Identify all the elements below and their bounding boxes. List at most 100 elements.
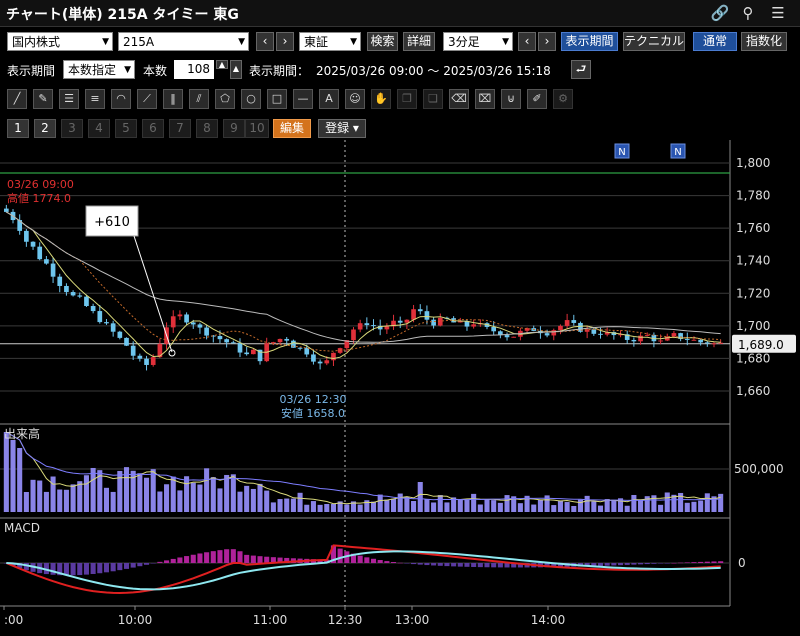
macd-histogram-bar (264, 556, 270, 563)
volume-bar (524, 495, 530, 512)
exchange-select[interactable]: 東証 ▼ (299, 32, 361, 51)
detail-button[interactable]: 詳細 (403, 32, 435, 51)
candle-body (491, 326, 497, 332)
circle-icon[interactable]: ○ (241, 89, 261, 109)
macd-histogram-bar (597, 563, 604, 566)
candle-body (137, 355, 143, 359)
volume-bar (250, 488, 256, 512)
candle-body (624, 334, 630, 340)
display-period-button[interactable]: 表示期間 (561, 32, 618, 51)
hide-drawings-icon[interactable]: ✐ (527, 89, 547, 109)
line-icon[interactable]: — (293, 89, 313, 109)
macd-histogram-bar (624, 563, 630, 565)
fan-icon[interactable]: ⟋ (137, 89, 157, 109)
macd-histogram-bar (43, 563, 49, 575)
candle-body (84, 296, 89, 307)
volume-bar (404, 496, 410, 512)
candle-body (504, 335, 510, 338)
volume-bar (471, 493, 477, 512)
grid-lines-icon[interactable]: ≡ (85, 89, 105, 109)
period-mode-select[interactable]: 本数指定 ▼ (63, 60, 135, 79)
edit-button[interactable]: 編集 (273, 119, 311, 138)
magnet-icon[interactable]: ⊍ (501, 89, 521, 109)
count-down-button[interactable]: ▲ (230, 60, 242, 79)
candle-body (297, 347, 303, 349)
volume-bar (357, 504, 363, 512)
candle-body (224, 339, 229, 343)
candle-body (177, 314, 183, 317)
volume-bar (684, 502, 690, 512)
trendline-icon[interactable]: ╱ (7, 89, 27, 109)
ruler-icon[interactable]: ✎ (33, 89, 53, 109)
news-badge-label: N (674, 147, 681, 158)
search-button[interactable]: 検索 (367, 32, 398, 51)
horizontal-lines-icon[interactable]: ☰ (59, 89, 79, 109)
candle-body (644, 334, 650, 336)
macd-label: MACD (4, 521, 40, 535)
macd-histogram-bar (237, 551, 243, 563)
vertical-lines-icon[interactable]: ‖ (163, 89, 183, 109)
macd-histogram-bar (277, 557, 283, 563)
toolbar-period: 表示期間 本数指定 ▼ 本数 108 ▲ ▲ 表示期間： 2025/03/26 0… (0, 60, 800, 80)
normal-button[interactable]: 通常 (693, 32, 737, 51)
volume-bar (511, 496, 517, 512)
rectangle-icon[interactable]: □ (267, 89, 287, 109)
candle-body (678, 333, 683, 339)
candle-body (411, 309, 416, 320)
text-icon[interactable]: A (319, 89, 339, 109)
menu-icon[interactable]: ☰ (771, 4, 785, 22)
macd-histogram-bar (644, 563, 650, 565)
ma-long-line (6, 211, 721, 343)
candle-body (698, 339, 703, 343)
count-input[interactable]: 108 (174, 60, 214, 79)
prev-code-button[interactable]: ‹ (256, 32, 274, 51)
icon-stamp-icon[interactable]: ☺ (345, 89, 365, 109)
market-type-select[interactable]: 国内株式 ▼ (7, 32, 113, 51)
volume-bar (90, 467, 96, 512)
volume-bar (264, 490, 270, 512)
pentagon-icon[interactable]: ⬠ (215, 89, 235, 109)
volume-bar (517, 503, 523, 512)
volume-bar (464, 499, 470, 512)
volume-bar (304, 504, 310, 512)
macd-histogram-bar (284, 557, 290, 563)
macd-histogram-bar (617, 563, 624, 566)
code-select[interactable]: 215A ▼ (118, 32, 249, 51)
interval-select[interactable]: 3分足 ▼ (443, 32, 513, 51)
link-icon[interactable]: 🔗 (710, 4, 730, 22)
next-interval-button[interactable]: › (538, 32, 556, 51)
pitchfork-icon[interactable]: ⫽ (189, 89, 209, 109)
count-up-button[interactable]: ▲ (216, 60, 228, 69)
toolbar-main: 国内株式 ▼ 215A ▼ ‹ › 東証 ▼ 検索 詳細 3分足 ▼ ‹ › 表示期間 … (0, 32, 800, 54)
volume-bar (190, 482, 196, 512)
search-icon[interactable]: ⚲ (742, 4, 754, 22)
page-button-1[interactable]: 1 (7, 119, 29, 138)
prev-interval-button[interactable]: ‹ (518, 32, 536, 51)
candle-body (170, 316, 176, 328)
volume-bar (244, 485, 250, 512)
macd-histogram-bar (404, 563, 410, 564)
next-code-button[interactable]: › (276, 32, 294, 51)
candle-body (157, 343, 163, 358)
volume-bar (718, 493, 724, 512)
macd-histogram-bar (224, 549, 230, 563)
volume-bar (671, 494, 677, 512)
candle-body (691, 339, 697, 341)
candle-body (664, 336, 670, 341)
eraser-icon[interactable]: ⌫ (449, 89, 469, 109)
arc-icon[interactable]: ◠ (111, 89, 131, 109)
macd-histogram-bar (204, 552, 210, 563)
stock-chart[interactable]: 1,800 1,780 1,760 1,740 1,720 1,700 1,680 1,660… (0, 140, 800, 636)
candle-body (37, 246, 43, 260)
volume-bar (257, 483, 263, 512)
volume-bar (557, 500, 563, 512)
macd-histogram-bar (177, 557, 183, 563)
page-button-2[interactable]: 2 (34, 119, 56, 138)
index-button[interactable]: 指数化 (741, 32, 787, 51)
eraser-all-icon[interactable]: ⌧ (475, 89, 495, 109)
macd-histogram-bar (157, 561, 163, 563)
refresh-button[interactable]: ⮐ (571, 60, 591, 79)
macd-signal-line (6, 550, 721, 591)
technical-button[interactable]: テクニカル (623, 32, 685, 51)
register-button[interactable]: 登録 ▾ (318, 119, 366, 138)
